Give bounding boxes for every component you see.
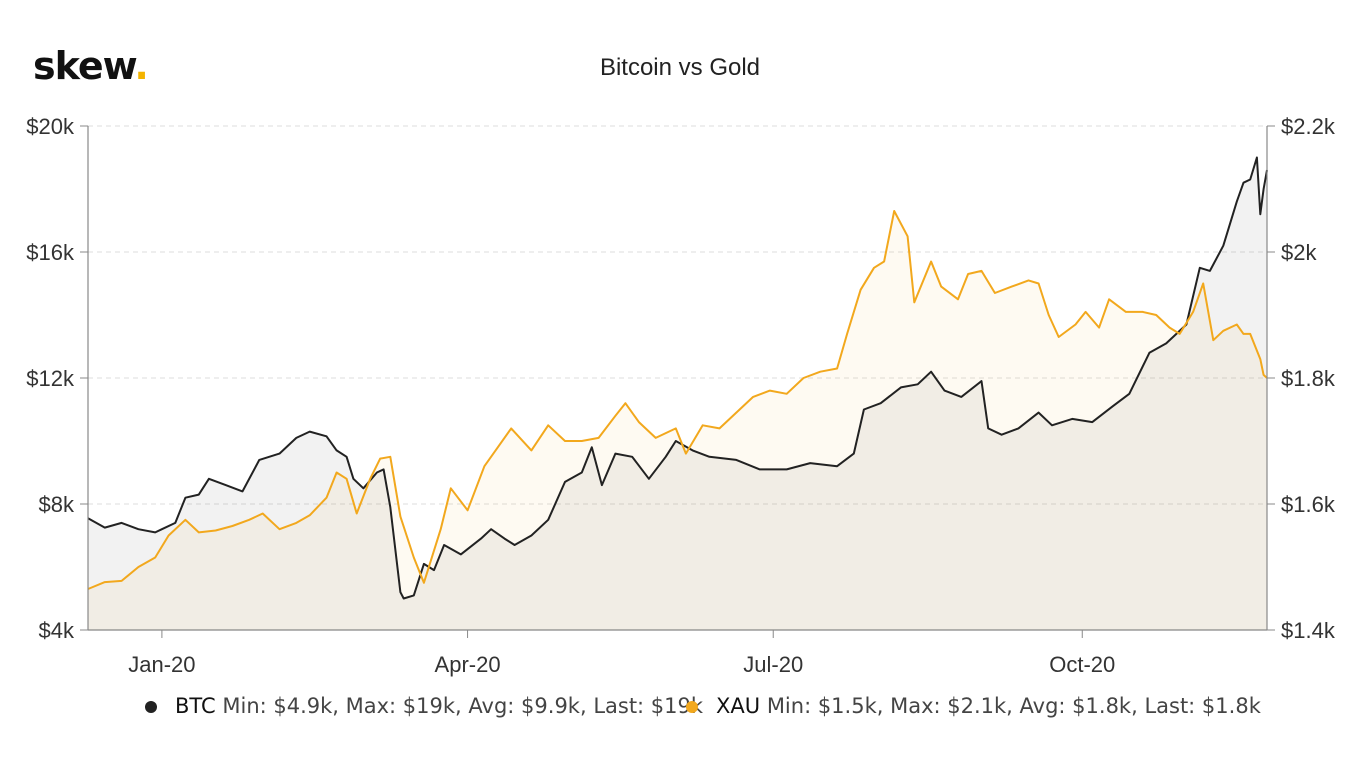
- legend-xau-name: XAU: [716, 694, 761, 718]
- axes: [80, 125, 1275, 638]
- x-tick-label: Oct-20: [1049, 652, 1115, 677]
- right-axis-ticks: $2.2k $2k $1.8k $1.6k $1.4k: [1281, 114, 1336, 643]
- x-tick-label: Jul-20: [743, 652, 803, 677]
- series-lines: [87, 156, 1268, 600]
- right-tick-label: $2k: [1281, 240, 1317, 265]
- right-tick-label: $1.6k: [1281, 492, 1336, 517]
- left-tick-label: $12k: [26, 366, 75, 391]
- series-line-xau: [87, 210, 1268, 590]
- series-area-btc: [88, 157, 1267, 630]
- right-tick-label: $1.4k: [1281, 618, 1336, 643]
- left-tick-label: $20k: [26, 114, 75, 139]
- grid-lines: [88, 125, 1267, 505]
- skew-logo: skew.: [33, 44, 149, 88]
- legend-btc-stats: Min: $4.9k, Max: $19k, Avg: $9.9k, Last:…: [222, 694, 704, 718]
- left-tick-label: $8k: [39, 492, 75, 517]
- series-areas: [88, 157, 1267, 630]
- left-tick-label: $4k: [39, 618, 75, 643]
- chart-legend: BTC Min: $4.9k, Max: $19k, Avg: $9.9k, L…: [0, 690, 1360, 724]
- logo-text: skew: [33, 44, 135, 88]
- legend-item-btc[interactable]: BTC Min: $4.9k, Max: $19k, Avg: $9.9k, L…: [145, 694, 703, 718]
- legend-item-xau[interactable]: XAU Min: $1.5k, Max: $2.1k, Avg: $1.8k, …: [686, 694, 1261, 718]
- right-tick-label: $2.2k: [1281, 114, 1336, 139]
- series-line-btc: [87, 156, 1268, 600]
- series-area-xau: [88, 211, 1267, 630]
- chart-title: Bitcoin vs Gold: [600, 54, 760, 81]
- right-tick-label: $1.8k: [1281, 366, 1336, 391]
- left-tick-label: $16k: [26, 240, 75, 265]
- left-axis-ticks: $20k $16k $12k $8k $4k: [26, 114, 75, 643]
- btc-dot-icon: [145, 701, 157, 713]
- x-tick-label: Apr-20: [435, 652, 501, 677]
- xau-dot-icon: [686, 701, 698, 713]
- chart-svg: Bitcoin vs Gold $20k $16k $12k $8k $4k $2.2k…: [26, 54, 1336, 677]
- legend-btc-name: BTC: [175, 694, 216, 718]
- legend-xau-stats: Min: $1.5k, Max: $2.1k, Avg: $1.8k, Last…: [766, 694, 1261, 718]
- logo-dot: .: [134, 44, 148, 88]
- x-axis-ticks: Jan-20 Apr-20 Jul-20 Oct-20: [128, 652, 1115, 677]
- x-tick-label: Jan-20: [128, 652, 195, 677]
